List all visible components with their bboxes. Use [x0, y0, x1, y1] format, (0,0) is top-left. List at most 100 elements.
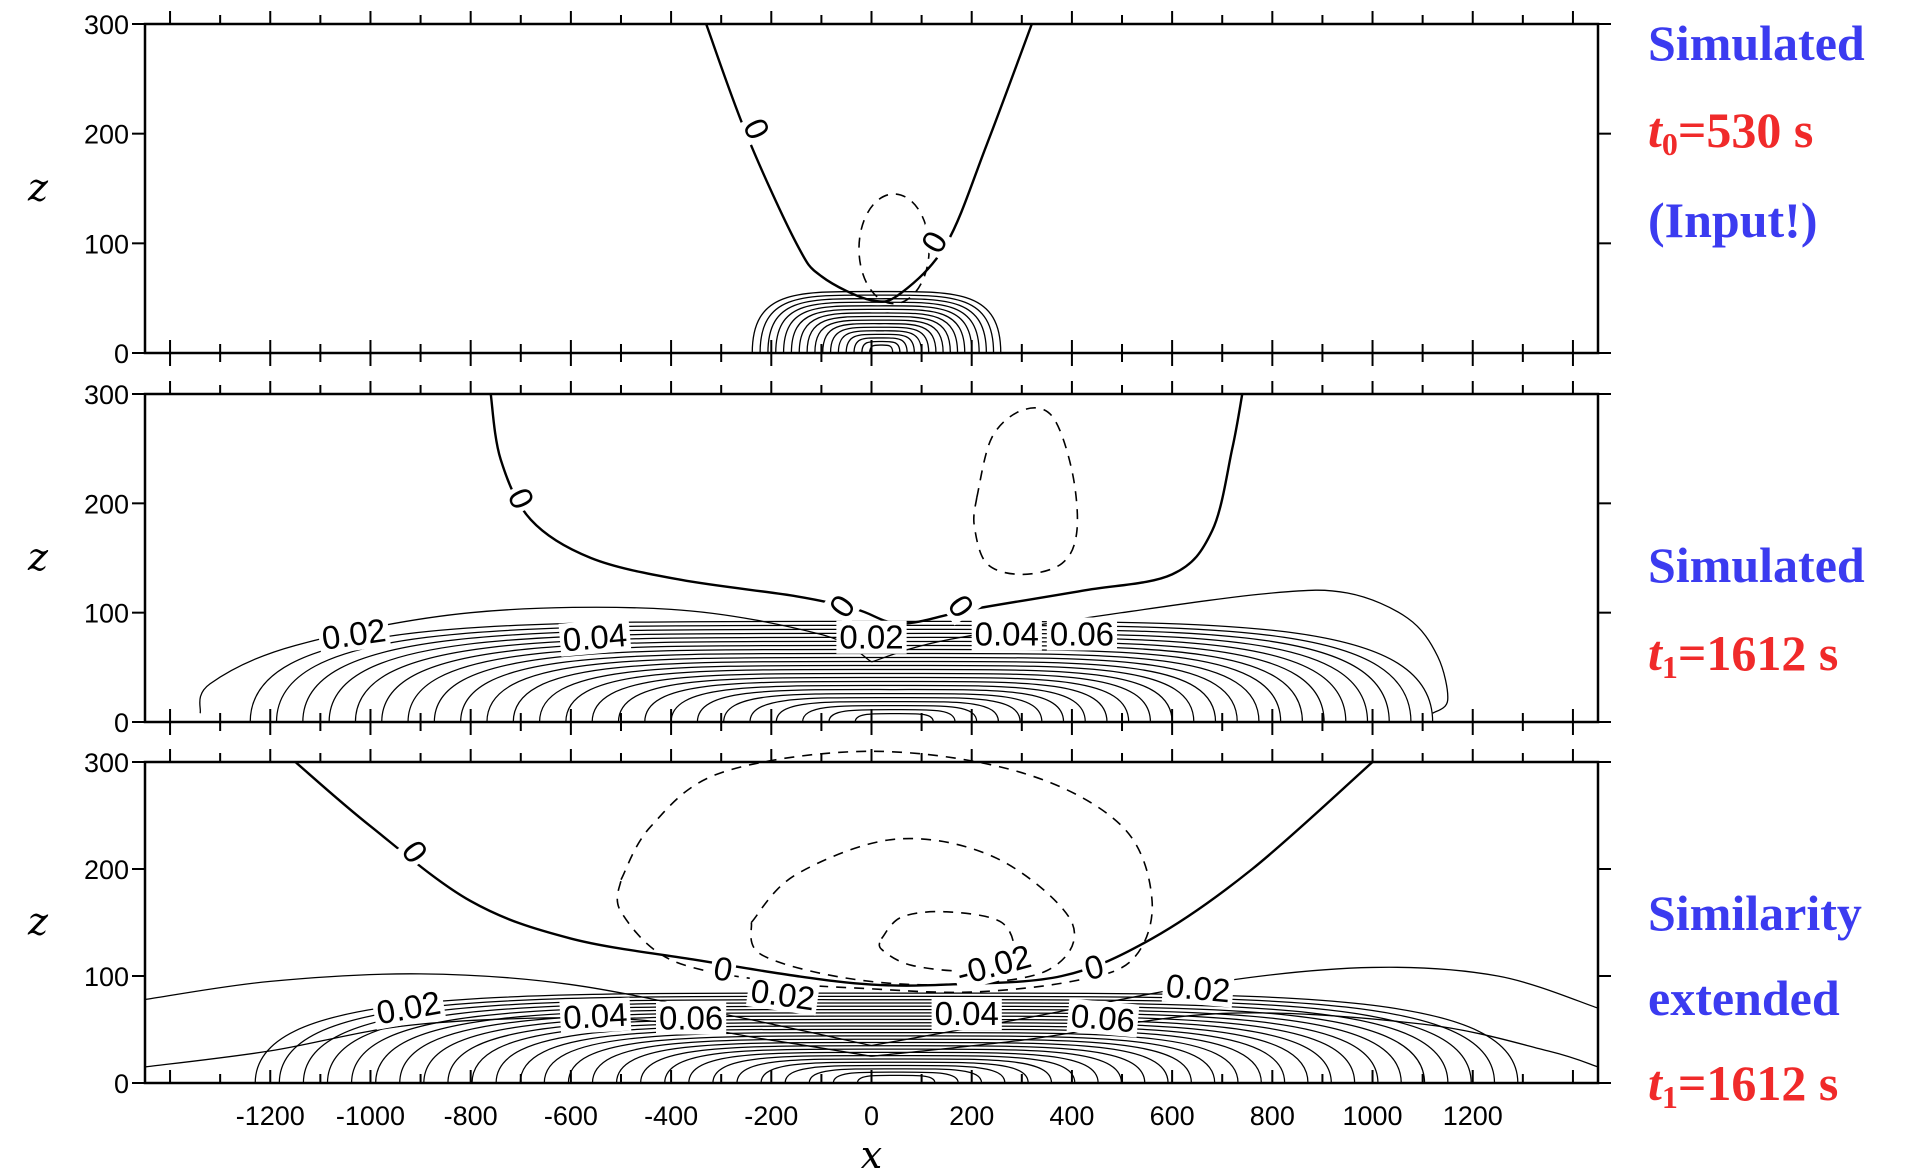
contour-label-halo	[940, 586, 982, 626]
contour-label-halo	[1066, 998, 1140, 1038]
positive-contour	[784, 1064, 1006, 1084]
x-tick-label: 1200	[1443, 1101, 1503, 1131]
y-tick-label: 200	[84, 489, 129, 519]
positive-contour	[749, 696, 1021, 723]
contour-label-halo	[501, 480, 542, 517]
positive-contour	[854, 712, 934, 723]
positive-contour	[447, 1018, 1332, 1084]
positive-contour	[869, 344, 894, 354]
x-tick-label: -800	[444, 1101, 498, 1131]
positive-contour	[471, 1022, 1309, 1084]
y-tick-label: 0	[114, 708, 129, 738]
contour-label-halo	[913, 223, 955, 261]
contour-label-halo	[971, 617, 1042, 651]
positive-contour	[254, 992, 1519, 1084]
positive-contour	[829, 326, 930, 354]
positive-contour	[696, 688, 1065, 723]
contour-label-halo	[394, 832, 436, 872]
positive-contour	[591, 1038, 1193, 1084]
positive-contour	[798, 312, 959, 354]
contour-label: 0.04	[935, 995, 999, 1032]
panel3-title: Similarity	[1648, 885, 1862, 941]
negative-contour	[858, 193, 930, 305]
y-axis-label: z	[27, 166, 49, 210]
x-tick-label: 1000	[1342, 1101, 1402, 1131]
positive-contour	[567, 1035, 1216, 1084]
positive-contour	[751, 290, 1002, 354]
panel-frame	[143, 22, 1600, 355]
contour-label-halo	[736, 110, 777, 147]
y-tick-label: 0	[114, 339, 129, 369]
positive-contour	[512, 660, 1217, 723]
y-tick-label: 300	[84, 380, 129, 410]
positive-contour	[350, 1005, 1426, 1084]
positive-contour	[399, 1012, 1379, 1084]
x-tick-label: 400	[1049, 1101, 1094, 1131]
positive-contour	[801, 704, 978, 723]
contour-label-halo	[1046, 617, 1118, 651]
positive-contour	[538, 664, 1195, 723]
x-tick-label: -400	[644, 1101, 698, 1131]
negative-contour	[616, 750, 1154, 994]
positive-contour	[144, 973, 872, 1047]
contour-label-halo	[316, 612, 391, 656]
contour-label-halo	[1077, 947, 1111, 987]
negative-contour	[973, 407, 1079, 576]
panel1-title: Simulated	[1648, 15, 1865, 71]
y-tick-label: 300	[84, 748, 129, 778]
positive-contour	[486, 656, 1238, 723]
x-tick-label: -1200	[236, 1101, 305, 1131]
panel2-time: t1=1612 s	[1648, 625, 1839, 685]
positive-contour	[278, 995, 1496, 1084]
positive-contour	[688, 1051, 1099, 1084]
x-tick-label: 800	[1250, 1101, 1295, 1131]
y-tick-label: 100	[84, 962, 129, 992]
positive-contour	[644, 680, 1108, 723]
contour-label-halo	[745, 973, 820, 1016]
positive-contour	[759, 294, 995, 354]
y-axis-label: z	[27, 535, 49, 579]
positive-contour	[617, 676, 1130, 723]
positive-contour	[822, 323, 937, 354]
positive-contour	[543, 1031, 1239, 1084]
contour-label: 0.02	[1165, 967, 1232, 1009]
contour-label-halo	[708, 950, 739, 988]
positive-contour	[423, 1015, 1356, 1084]
panel3-time: t1=1612 s	[1648, 1055, 1839, 1115]
x-tick-label: -200	[744, 1101, 798, 1131]
contour-label: -0.02	[953, 937, 1035, 992]
x-tick-label: 600	[1150, 1101, 1195, 1131]
y-tick-label: 200	[84, 120, 129, 150]
contour-label-halo	[836, 620, 907, 654]
contour-label-halo	[371, 985, 447, 1030]
negative-contour	[750, 837, 1076, 986]
positive-contour	[832, 1071, 959, 1084]
positive-contour	[723, 692, 1043, 723]
positive-contour	[670, 684, 1086, 723]
positive-contour	[712, 1055, 1076, 1084]
x-tick-label: -1000	[336, 1101, 405, 1131]
positive-contour	[828, 708, 956, 723]
contour-label: 0.02	[319, 611, 388, 657]
y-tick-label: 300	[84, 10, 129, 40]
positive-contour	[664, 1048, 1123, 1084]
positive-contour	[375, 1008, 1402, 1084]
contour-label: 0.02	[839, 619, 903, 656]
positive-contour	[495, 1025, 1286, 1084]
positive-contour	[861, 340, 901, 354]
y-tick-label: 0	[114, 1069, 129, 1099]
panel1-time: t0=530 s	[1648, 102, 1814, 162]
y-tick-label: 200	[84, 855, 129, 885]
positive-contour	[302, 999, 1472, 1084]
contour-label-halo	[1161, 968, 1235, 1008]
contour-label: 0.04	[562, 996, 628, 1036]
y-tick-label: 100	[84, 229, 129, 259]
zero-contour	[294, 761, 1374, 987]
positive-contour	[615, 1041, 1169, 1084]
positive-contour	[853, 337, 908, 354]
positive-contour	[144, 1017, 872, 1068]
y-tick-label: 100	[84, 599, 129, 629]
panel-frame	[143, 760, 1600, 1085]
contour-label: 0.04	[975, 615, 1039, 652]
